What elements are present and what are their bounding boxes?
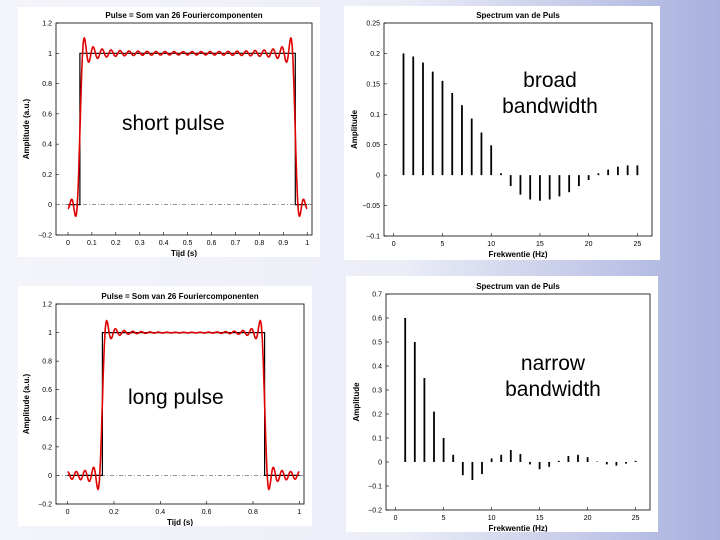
plot-frame — [383, 22, 653, 237]
x-axis-label: Frekwentie (Hz) — [488, 250, 547, 259]
x-tick-label: 0 — [66, 240, 70, 247]
y-tick-label: 1 — [48, 330, 52, 337]
y-tick-label: 0.1 — [370, 112, 380, 119]
broad-spectrum-chart: Spectrum van de Puls 0 5 10 15 20 25 −0.1 −0.05 0… — [344, 6, 660, 260]
y-tick-label: 0.5 — [372, 340, 382, 347]
y-tick-label: 1 — [48, 51, 52, 58]
y-axis-label: Amplitude — [350, 109, 359, 149]
x-tick-label: 0.8 — [248, 509, 258, 516]
y-tick-label: 0.8 — [42, 81, 52, 88]
x-tick-label: 1 — [305, 240, 309, 247]
y-axis-label: Amplitude (a.u.) — [22, 98, 31, 159]
y-tick-label: 0.6 — [372, 316, 382, 323]
broad-bandwidth-line-2: bandwidth — [502, 95, 598, 118]
x-tick-label: 0.2 — [109, 509, 119, 516]
fourier-sum-line — [67, 319, 300, 491]
x-tick-label: 25 — [633, 241, 641, 248]
fourier-sum-line — [67, 37, 308, 218]
x-tick-label: 5 — [442, 515, 446, 522]
y-tick-label: 0.7 — [372, 292, 382, 299]
y-tick-label: −0.2 — [368, 508, 382, 515]
x-tick-label: 20 — [585, 241, 593, 248]
x-tick-label: 0.2 — [111, 240, 121, 247]
x-tick-label: 20 — [584, 515, 592, 522]
x-tick-label: 0 — [394, 515, 398, 522]
y-tick-label: 0.4 — [42, 142, 52, 149]
y-tick-label: 0.6 — [42, 111, 52, 118]
chart-title: Spectrum van de Puls — [476, 11, 560, 20]
y-axis-label: Amplitude (a.u.) — [22, 373, 31, 434]
y-tick-label: 0.2 — [370, 51, 380, 58]
x-tick-label: 0.4 — [155, 509, 165, 516]
x-tick-label: 0 — [392, 241, 396, 248]
plot-frame — [55, 22, 313, 236]
y-tick-label: −0.2 — [38, 502, 52, 509]
short-pulse-plot: Pulse = Som van 26 Fouriercomponenten 0 0.… — [22, 11, 313, 257]
y-tick-label: 0.15 — [366, 81, 380, 88]
long-pulse-chart: Pulse = Som van 26 Fouriercomponenten 0 0.… — [18, 286, 312, 526]
x-tick-label: 0 — [66, 509, 70, 516]
x-tick-label: 0.8 — [254, 240, 264, 247]
x-tick-label: 10 — [488, 515, 496, 522]
x-tick-label: 0.1 — [87, 240, 97, 247]
y-tick-label: 0.4 — [372, 364, 382, 371]
y-tick-label: 0.4 — [42, 416, 52, 423]
y-tick-label: 1.2 — [42, 21, 52, 28]
x-tick-label: 0.6 — [207, 240, 217, 247]
short-pulse-chart: Pulse = Som van 26 Fouriercomponenten 0 0.… — [18, 7, 320, 257]
x-tick-label: 0.3 — [135, 240, 145, 247]
x-tick-label: 10 — [487, 241, 495, 248]
y-tick-label: −0.2 — [38, 233, 52, 240]
x-tick-label: 5 — [441, 241, 445, 248]
short-pulse-annotation: short pulse — [122, 112, 225, 135]
plot-frame — [55, 303, 305, 505]
y-tick-label: 0.2 — [42, 172, 52, 179]
x-tick-label: 0.6 — [202, 509, 212, 516]
x-tick-label: 0.7 — [231, 240, 241, 247]
chart-title: Spectrum van de Puls — [476, 282, 560, 291]
long-pulse-annotation: long pulse — [128, 386, 224, 409]
y-tick-label: 0 — [48, 202, 52, 209]
y-tick-label: −0.05 — [362, 203, 380, 210]
broad-spectrum-plot: Spectrum van de Puls 0 5 10 15 20 25 −0.1 −0.05 0… — [350, 11, 653, 259]
narrow-spectrum-chart: Spectrum van de Puls 0 5 10 15 20 25 −0.2 −0.1 0 0… — [346, 276, 658, 532]
y-axis-label: Amplitude — [352, 382, 361, 422]
x-tick-label: 15 — [536, 241, 544, 248]
y-tick-label: 0 — [376, 173, 380, 180]
y-tick-label: −0.1 — [368, 484, 382, 491]
narrow-spectrum-plot: Spectrum van de Puls 0 5 10 15 20 25 −0.2 −0.1 0 0… — [352, 282, 651, 532]
x-axis-label: Tijd (s) — [171, 249, 197, 257]
x-tick-label: 0.5 — [183, 240, 193, 247]
narrow-bandwidth-line-1: narrow — [520, 352, 586, 375]
x-tick-label: 25 — [632, 515, 640, 522]
x-tick-label: 0.9 — [278, 240, 288, 247]
x-axis-label: Tijd (s) — [167, 518, 193, 526]
plot-frame — [385, 293, 651, 511]
x-tick-label: 1 — [297, 509, 301, 516]
narrow-bandwidth-annotation: narrow bandwidth — [478, 351, 628, 403]
y-tick-label: 0.2 — [42, 444, 52, 451]
y-tick-label: 0.05 — [366, 142, 380, 149]
y-tick-label: 0 — [48, 473, 52, 480]
long-pulse-plot: Pulse = Som van 26 Fouriercomponenten 0 0.… — [22, 292, 305, 526]
chart-title: Pulse = Som van 26 Fouriercomponenten — [105, 11, 262, 20]
x-tick-label: 15 — [536, 515, 544, 522]
broad-bandwidth-line-1: broad — [523, 69, 577, 92]
y-tick-label: 0.1 — [372, 436, 382, 443]
y-tick-label: 0 — [378, 460, 382, 467]
narrow-bandwidth-line-2: bandwidth — [505, 378, 601, 401]
y-tick-label: 1.2 — [42, 302, 52, 309]
y-tick-label: 0.3 — [372, 388, 382, 395]
y-tick-label: 0.8 — [42, 359, 52, 366]
broad-bandwidth-annotation: broad bandwidth — [480, 68, 620, 120]
y-tick-label: 0.2 — [372, 412, 382, 419]
chart-title: Pulse = Som van 26 Fouriercomponenten — [101, 292, 258, 301]
y-tick-label: −0.1 — [366, 234, 380, 241]
x-axis-label: Frekwentie (Hz) — [488, 524, 547, 532]
y-tick-label: 0.25 — [366, 21, 380, 28]
x-tick-label: 0.4 — [159, 240, 169, 247]
y-tick-label: 0.6 — [42, 387, 52, 394]
